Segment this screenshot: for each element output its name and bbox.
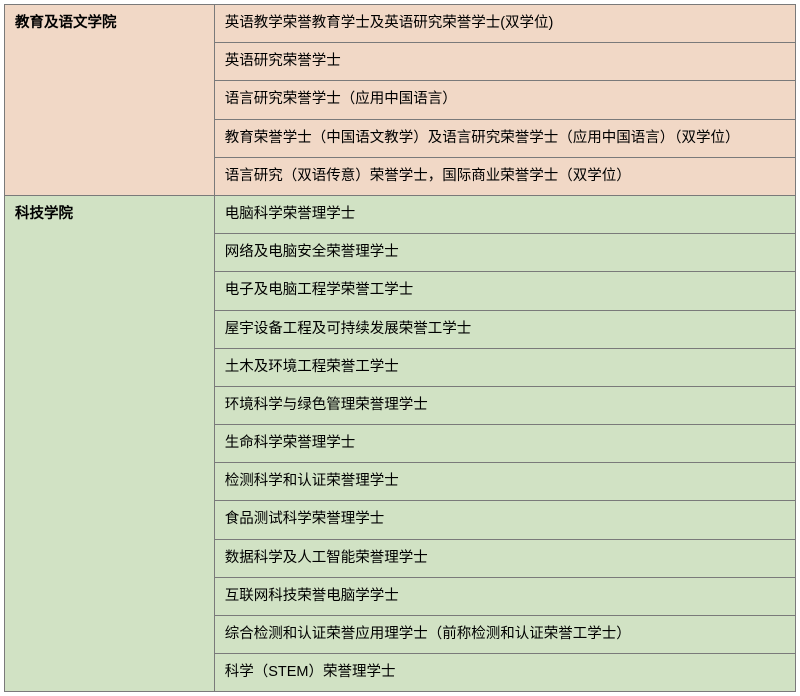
degree-name: 语言研究（双语传意）荣誉学士，国际商业荣誉学士（双学位） (214, 157, 795, 195)
faculty-name: 科技学院 (5, 195, 215, 691)
degree-name: 检测科学和认证荣誉理学士 (214, 463, 795, 501)
degree-name: 食品测试科学荣誉理学士 (214, 501, 795, 539)
degree-name: 英语教学荣誉教育学士及英语研究荣誉学士(双学位) (214, 5, 795, 43)
degree-name: 教育荣誉学士（中国语文教学）及语言研究荣誉学士（应用中国语言）（双学位） (214, 119, 795, 157)
degree-name: 科学（STEM）荣誉理学士 (214, 654, 795, 692)
degree-name: 互联网科技荣誉电脑学学士 (214, 577, 795, 615)
degree-name: 语言研究荣誉学士（应用中国语言） (214, 81, 795, 119)
degree-name: 生命科学荣誉理学士 (214, 425, 795, 463)
degree-name: 土木及环境工程荣誉工学士 (214, 348, 795, 386)
degree-table: 教育及语文学院英语教学荣誉教育学士及英语研究荣誉学士(双学位)英语研究荣誉学士语… (4, 4, 796, 692)
table-row: 科技学院电脑科学荣誉理学士 (5, 195, 796, 233)
degree-name: 电脑科学荣誉理学士 (214, 195, 795, 233)
degree-name: 环境科学与绿色管理荣誉理学士 (214, 386, 795, 424)
degree-name: 电子及电脑工程学荣誉工学士 (214, 272, 795, 310)
faculty-name: 教育及语文学院 (5, 5, 215, 196)
degree-name: 屋宇设备工程及可持续发展荣誉工学士 (214, 310, 795, 348)
degree-name: 数据科学及人工智能荣誉理学士 (214, 539, 795, 577)
degree-name: 英语研究荣誉学士 (214, 43, 795, 81)
degree-name: 网络及电脑安全荣誉理学士 (214, 234, 795, 272)
table-row: 教育及语文学院英语教学荣誉教育学士及英语研究荣誉学士(双学位) (5, 5, 796, 43)
